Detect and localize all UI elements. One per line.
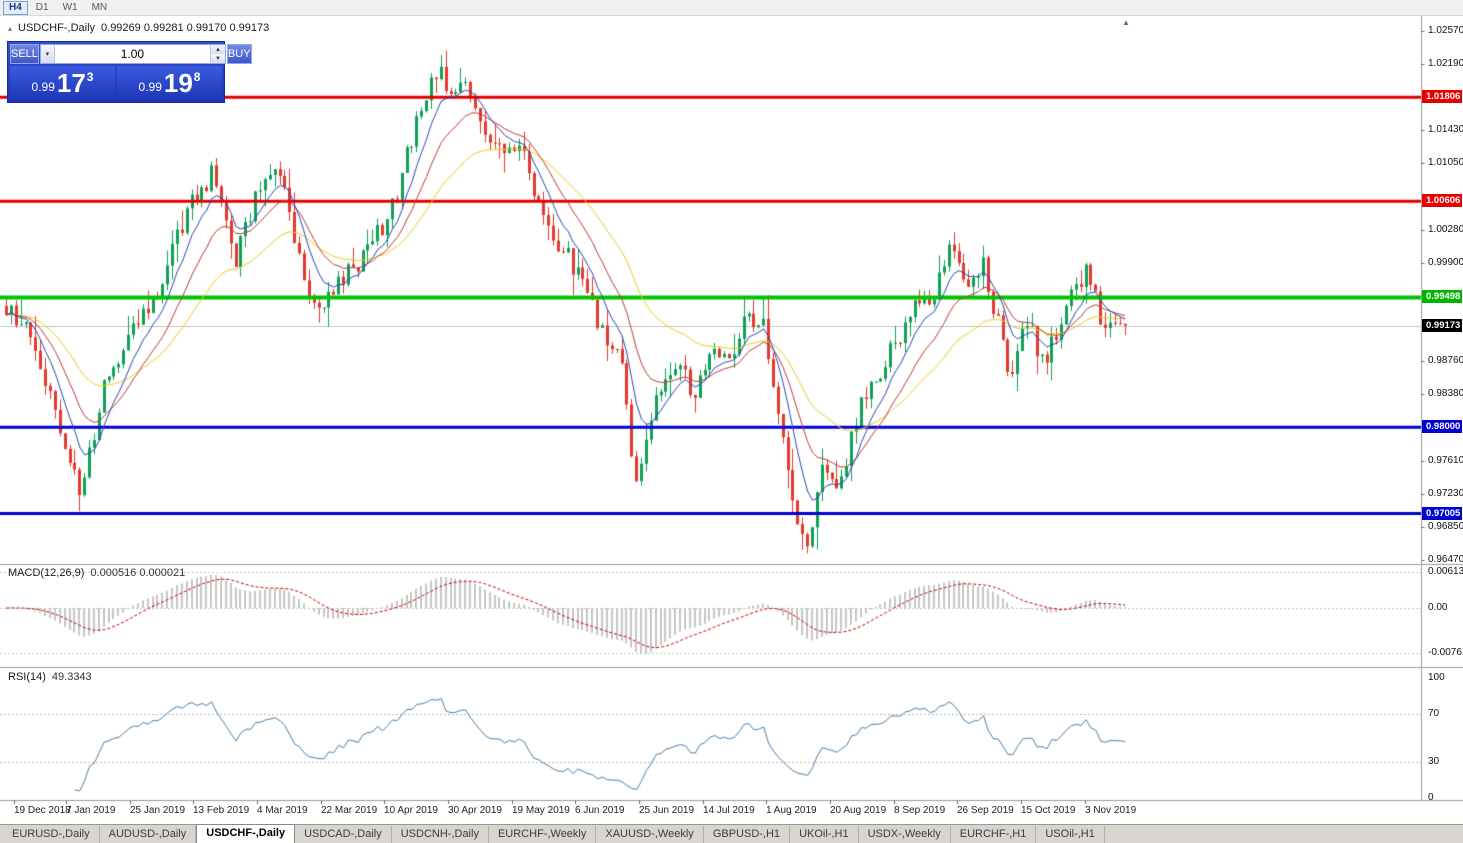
rsi-axis-label: 70 xyxy=(1428,708,1440,719)
chart-title: ▴ USDCHF-,Daily 0.99269 0.99281 0.99170 … xyxy=(8,22,269,34)
chart-tab-audusd-daily[interactable]: AUDUSD-,Daily xyxy=(100,826,197,843)
lot-size-field: ▾ ▲ ▼ xyxy=(39,44,226,64)
rsi-name: RSI(14) xyxy=(8,671,46,683)
chart-tab-gbpusd-h1[interactable]: GBPUSD-,H1 xyxy=(704,826,791,843)
chart-tab-usdx-weekly[interactable]: USDX-,Weekly xyxy=(859,826,951,843)
date-axis-label: 25 Jun 2019 xyxy=(639,805,695,816)
timeframe-button-w1[interactable]: W1 xyxy=(57,1,84,15)
buy-price-display[interactable]: 0.99 19 8 xyxy=(117,66,222,100)
date-axis[interactable]: 19 Dec 2018 7 Jan 2019 25 Jan 2019 13 Feb 2… xyxy=(0,802,1421,822)
price-axis-label: 1.02570 xyxy=(1428,25,1463,36)
price-line-badge: 1.00606 xyxy=(1422,194,1462,208)
buy-price-prefix: 0.99 xyxy=(138,80,162,94)
price-axis-label: 0.99900 xyxy=(1428,256,1463,268)
price-axis-label: 0.98380 xyxy=(1428,388,1463,400)
rsi-value: 49.3343 xyxy=(51,671,92,683)
price-axis-label: 0.96850 xyxy=(1428,521,1463,533)
chart-region: ▴ USDCHF-,Daily 0.99269 0.99281 0.99170 … xyxy=(0,16,1463,824)
price-line-badge: 0.97005 xyxy=(1422,506,1462,520)
macd-indicator-label: MACD(12,26,9) 0.000516 0.000021 xyxy=(8,567,185,579)
date-axis-label: 8 Sep 2019 xyxy=(894,805,946,816)
chart-symbol-label: USDCHF-,Daily xyxy=(18,22,96,34)
price-axis-label: 1.01050 xyxy=(1428,156,1463,168)
price-axis-label: 1.01430 xyxy=(1428,123,1463,135)
lot-stepper: ▲ ▼ xyxy=(209,45,225,63)
macd-axis-label: 0.00 xyxy=(1428,602,1448,613)
date-axis-label: 15 Oct 2019 xyxy=(1021,805,1076,816)
buy-price-pipette: 8 xyxy=(193,70,201,84)
chevron-up-icon: ▲ xyxy=(214,46,221,53)
rsi-axis-label: 30 xyxy=(1428,756,1440,767)
chart-tab-eurusd-daily[interactable]: EURUSD-,Daily xyxy=(3,826,100,843)
macd-values: 0.000516 0.000021 xyxy=(90,567,186,579)
lot-size-input[interactable] xyxy=(54,45,210,63)
price-axis[interactable]: 1.02570 1.02190 1.01430 1.01050 1.00280 0.999… xyxy=(1421,16,1463,824)
chart-tab-usdcnh-daily[interactable]: USDCNH-,Daily xyxy=(392,826,489,843)
macd-name: MACD(12,26,9) xyxy=(8,567,85,579)
chart-tab-usdcad-daily[interactable]: USDCAD-,Daily xyxy=(295,826,392,843)
price-line-badge: 0.99498 xyxy=(1422,290,1462,304)
sell-button[interactable]: SELL xyxy=(10,44,39,64)
buy-button[interactable]: BUY xyxy=(226,44,252,64)
buy-price-big-digits: 19 xyxy=(163,68,193,98)
chart-shift-marker[interactable]: ▲ xyxy=(1122,18,1130,27)
date-axis-label: 20 Aug 2019 xyxy=(830,805,887,816)
date-axis-label: 4 Mar 2019 xyxy=(257,805,308,816)
date-axis-label: 3 Nov 2019 xyxy=(1085,805,1137,816)
sell-price-display[interactable]: 0.99 17 3 xyxy=(10,66,115,100)
sell-price-prefix: 0.99 xyxy=(31,80,55,94)
price-axis-label: 0.98760 xyxy=(1428,355,1463,367)
chart-tab-ukoil-h1[interactable]: UKOil-,H1 xyxy=(790,826,859,843)
chart-tab-eurchf-h1[interactable]: EURCHF-,H1 xyxy=(951,826,1037,843)
chart-tabs-bar: EURUSD-,Daily AUDUSD-,Daily USDCHF-,Daily U… xyxy=(0,824,1463,843)
price-line-badge: 1.01806 xyxy=(1422,90,1462,104)
price-line-badge: 0.98000 xyxy=(1422,420,1462,434)
sell-price-pipette: 3 xyxy=(86,70,94,84)
date-axis-label: 30 Apr 2019 xyxy=(448,805,502,816)
macd-axis-label: 0.00613 xyxy=(1428,566,1463,577)
timeframe-button-d1[interactable]: D1 xyxy=(30,1,55,15)
lot-preset-dropdown-button[interactable]: ▾ xyxy=(40,45,55,63)
date-axis-label: 7 Jan 2019 xyxy=(66,805,116,816)
chevron-down-icon: ▾ xyxy=(45,51,50,58)
one-click-trading-panel: SELL ▾ ▲ ▼ BUY 0.99 17 3 xyxy=(7,41,252,103)
chart-tab-eurchf-weekly[interactable]: EURCHF-,Weekly xyxy=(489,826,597,843)
lot-increase-button[interactable]: ▲ xyxy=(210,45,225,54)
chevron-down-icon: ▼ xyxy=(214,55,221,62)
sell-price-big-digits: 17 xyxy=(56,68,86,98)
price-axis-label: 0.97610 xyxy=(1428,455,1463,467)
price-axis-label: 1.00280 xyxy=(1428,223,1463,235)
date-axis-label: 25 Jan 2019 xyxy=(130,805,186,816)
chart-canvas[interactable] xyxy=(0,16,1463,824)
price-axis-label: 0.97230 xyxy=(1428,488,1463,500)
chart-tab-xauusd-weekly[interactable]: XAUUSD-,Weekly xyxy=(596,826,704,843)
date-axis-label: 26 Sep 2019 xyxy=(957,805,1014,816)
date-axis-label: 10 Apr 2019 xyxy=(384,805,438,816)
date-axis-label: 13 Feb 2019 xyxy=(193,805,250,816)
rsi-axis-label: 0 xyxy=(1428,792,1434,803)
date-axis-label: 14 Jul 2019 xyxy=(703,805,755,816)
date-axis-label: 19 Dec 2018 xyxy=(14,805,71,816)
price-axis-label: 0.96470 xyxy=(1428,554,1463,565)
date-axis-label: 1 Aug 2019 xyxy=(766,805,817,816)
rsi-indicator-label: RSI(14) 49.3343 xyxy=(8,671,92,683)
timeframe-button-h4[interactable]: H4 xyxy=(3,0,28,15)
date-axis-label: 22 Mar 2019 xyxy=(321,805,378,816)
chart-tab-usoil-h1[interactable]: USOil-,H1 xyxy=(1036,826,1105,843)
timeframe-toolbar: H4 D1 W1 MN xyxy=(0,0,1463,16)
price-axis-label: 1.02190 xyxy=(1428,57,1463,69)
chart-tab-usdchf-daily[interactable]: USDCHF-,Daily xyxy=(196,824,296,843)
current-price-badge: 0.99173 xyxy=(1422,318,1462,332)
timeframe-button-mn[interactable]: MN xyxy=(86,1,114,15)
date-axis-label: 19 May 2019 xyxy=(512,805,570,816)
date-axis-label: 6 Jun 2019 xyxy=(575,805,625,816)
lot-decrease-button[interactable]: ▼ xyxy=(210,54,225,63)
chart-ohlc-values: 0.99269 0.99281 0.99170 0.99173 xyxy=(101,22,270,34)
trade-panel-collapse-icon[interactable]: ▴ xyxy=(8,23,13,33)
rsi-axis-label: 100 xyxy=(1428,672,1445,683)
